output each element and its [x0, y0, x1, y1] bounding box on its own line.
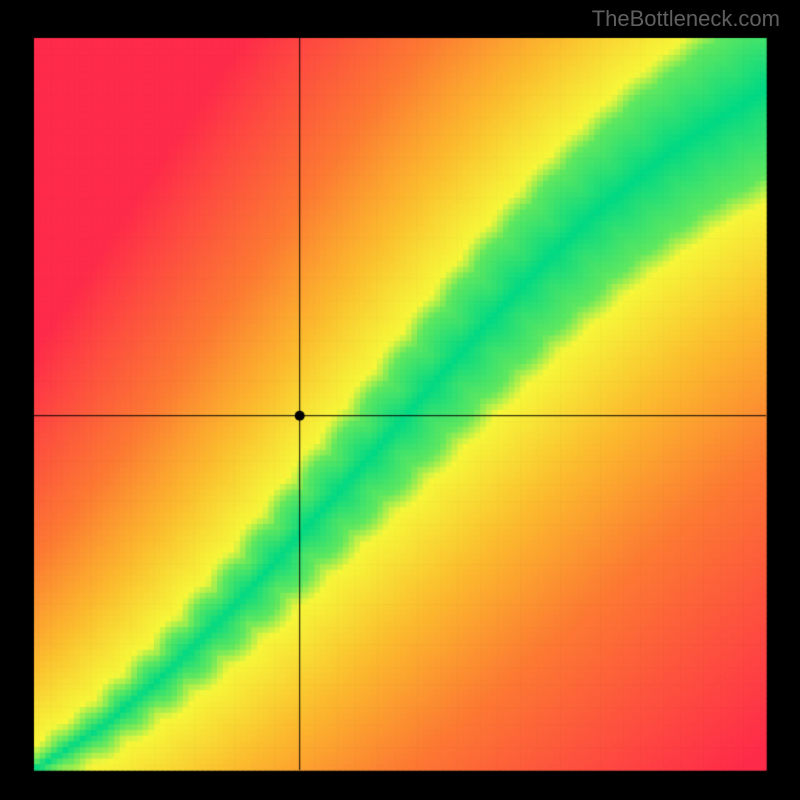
- heatmap-canvas: [0, 0, 800, 800]
- attribution-text: TheBottleneck.com: [592, 6, 780, 32]
- chart-container: TheBottleneck.com: [0, 0, 800, 800]
